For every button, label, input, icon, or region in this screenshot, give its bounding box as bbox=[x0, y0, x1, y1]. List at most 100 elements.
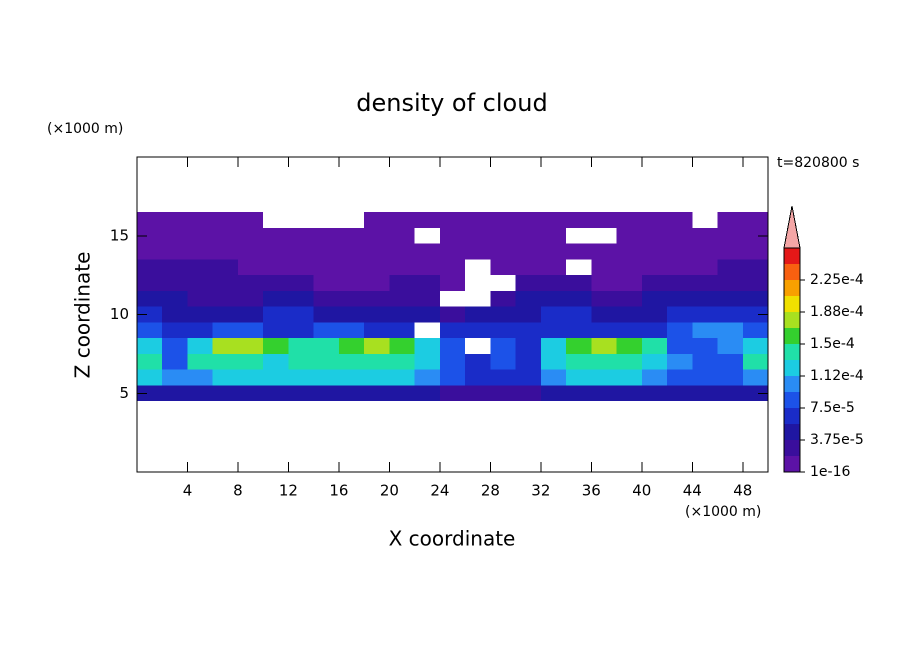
colorbar-box bbox=[784, 456, 800, 472]
colorbar-box bbox=[784, 344, 800, 360]
colorbar-extend bbox=[783, 205, 801, 249]
x-tick-label: 8 bbox=[233, 482, 243, 500]
field-cell bbox=[641, 322, 668, 339]
field-cell bbox=[212, 259, 238, 276]
field-cell bbox=[717, 353, 743, 370]
field-cell bbox=[162, 353, 188, 370]
field bbox=[137, 212, 768, 402]
field-cell bbox=[338, 243, 365, 260]
field-cell bbox=[641, 212, 668, 228]
field-cell bbox=[490, 306, 516, 323]
field-cell bbox=[338, 385, 365, 402]
field-cell bbox=[364, 259, 390, 276]
field-cell bbox=[237, 306, 264, 323]
field-cell bbox=[717, 243, 743, 260]
field-cell bbox=[465, 385, 491, 402]
field-cell bbox=[465, 306, 491, 323]
field-cell bbox=[212, 212, 238, 228]
field-cell bbox=[667, 275, 693, 291]
field-cell bbox=[540, 259, 567, 276]
field-cell bbox=[364, 275, 390, 291]
field-cell bbox=[667, 243, 693, 260]
field-cell bbox=[515, 353, 541, 370]
field-cell bbox=[490, 369, 516, 386]
field-cell bbox=[263, 243, 289, 260]
field-cell bbox=[313, 385, 339, 402]
field-cell bbox=[288, 243, 314, 260]
field-cell bbox=[313, 306, 339, 323]
field-cell bbox=[162, 322, 188, 339]
y-tick-label: 10 bbox=[110, 305, 129, 323]
field-cell bbox=[187, 353, 213, 370]
field-cell bbox=[566, 369, 592, 386]
field-cell bbox=[641, 306, 668, 323]
field-cell bbox=[540, 275, 567, 291]
field-cell bbox=[212, 322, 238, 339]
field-cell bbox=[237, 338, 264, 354]
field-cell bbox=[692, 243, 718, 260]
field-cell bbox=[263, 338, 289, 354]
field-cell bbox=[187, 243, 213, 260]
field-cell bbox=[641, 243, 668, 260]
field-cell bbox=[439, 227, 466, 244]
field-cell bbox=[162, 290, 188, 307]
field-cell bbox=[490, 290, 516, 307]
field-cell bbox=[288, 322, 314, 339]
field-cell bbox=[692, 306, 718, 323]
y-axis-label: Z coordinate bbox=[71, 252, 95, 379]
field-cell bbox=[263, 290, 289, 307]
colorbar-box bbox=[784, 312, 800, 328]
field-cell bbox=[490, 259, 516, 276]
field-cell bbox=[566, 338, 592, 354]
field-cell bbox=[364, 243, 390, 260]
field-cell bbox=[490, 243, 516, 260]
field-cell bbox=[414, 385, 440, 402]
field-cell bbox=[742, 385, 768, 402]
field-cell bbox=[566, 385, 592, 402]
y-tick-label: 5 bbox=[119, 384, 129, 402]
field-cell bbox=[540, 243, 567, 260]
x-axis-label: X coordinate bbox=[389, 527, 516, 551]
field-cell bbox=[389, 243, 415, 260]
field-cell bbox=[490, 322, 516, 339]
field-cell bbox=[692, 369, 718, 386]
field-cell bbox=[137, 338, 163, 354]
field-cell bbox=[742, 275, 768, 291]
field-cell bbox=[566, 353, 592, 370]
field-cell bbox=[162, 385, 188, 402]
field-cell bbox=[616, 369, 642, 386]
field-cell bbox=[566, 290, 592, 307]
colorbar-box bbox=[784, 248, 800, 264]
field-cell bbox=[667, 353, 693, 370]
colorbar-tick-label: 3.75e-5 bbox=[810, 432, 864, 448]
field-cell bbox=[490, 212, 516, 228]
field-cell bbox=[465, 353, 491, 370]
field-cell bbox=[591, 290, 617, 307]
field-cell bbox=[137, 385, 163, 402]
colorbar-tick-label: 2.25e-4 bbox=[810, 272, 864, 288]
field-cell bbox=[641, 275, 668, 291]
field-cell bbox=[162, 369, 188, 386]
x-tick-label: 16 bbox=[329, 482, 348, 500]
field-cell bbox=[439, 385, 466, 402]
field-cell bbox=[187, 275, 213, 291]
field-cell bbox=[465, 322, 491, 339]
field-cell bbox=[338, 353, 365, 370]
field-cell bbox=[667, 259, 693, 276]
field-cell bbox=[414, 369, 440, 386]
field-cell bbox=[742, 290, 768, 307]
field-cell bbox=[263, 227, 289, 244]
field-cell bbox=[692, 227, 718, 244]
field-cell bbox=[338, 227, 365, 244]
field-cell bbox=[313, 243, 339, 260]
field-cell bbox=[490, 385, 516, 402]
field-cell bbox=[364, 290, 390, 307]
field-cell bbox=[414, 306, 440, 323]
field-cell bbox=[667, 369, 693, 386]
field-cell bbox=[263, 385, 289, 402]
field-cell bbox=[490, 353, 516, 370]
field-cell bbox=[288, 385, 314, 402]
field-cell bbox=[338, 259, 365, 276]
field-cell bbox=[187, 369, 213, 386]
